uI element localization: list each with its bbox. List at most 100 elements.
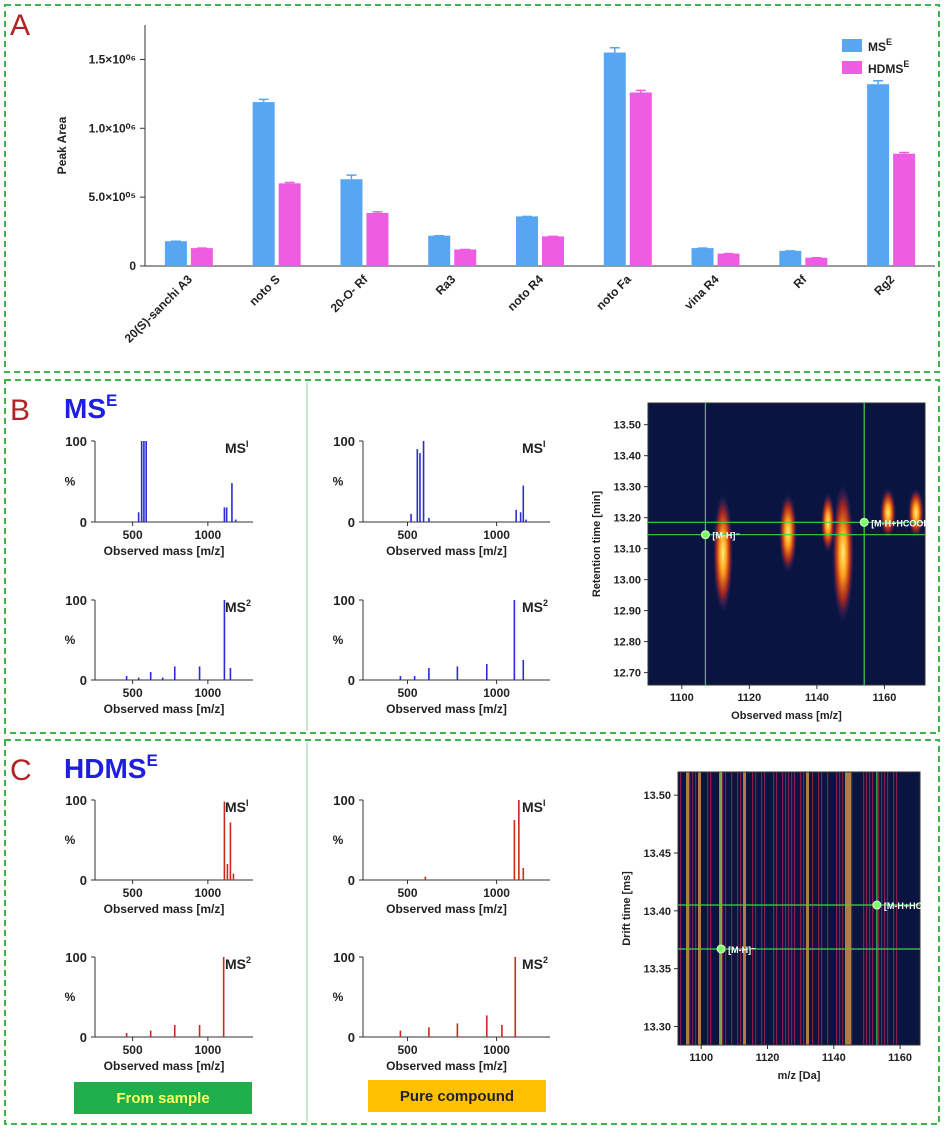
x-tick-label: 1000 [483,1043,510,1057]
bar [428,235,451,266]
panel-label: A [10,9,30,42]
marker-label: [M-H+HCOOH]⁻ [871,518,938,528]
x-tick-label: 500 [398,528,418,542]
legend-sup: E [886,37,892,47]
x-axis-title: Observed mass [m/z] [386,1059,507,1073]
heatmap-stripe [689,772,691,1045]
legend-swatch [842,39,862,52]
plot-frame [677,771,921,1046]
x-axis-title: Observed mass [m/z] [386,544,507,558]
heatmap-blob [779,493,797,573]
spectrum-title: MS2 [522,955,548,972]
x-tick-label: 1100 [689,1052,713,1064]
y-axis-title: % [65,633,76,647]
marker [716,944,726,954]
bar [867,84,890,267]
y-tick-label: 13.50 [643,790,671,802]
panel-heading: HDMSE [64,751,158,784]
y-tick-label: 13.10 [613,544,641,556]
x-tick-label: 500 [123,528,143,542]
x-tick-label: 1000 [483,886,510,900]
y-axis-title: Retention time [min] [591,491,603,598]
x-tick-label: 500 [398,1043,418,1057]
heatmap-stripe [698,772,701,1045]
legend-name: HDMS [868,62,903,76]
spectrum-title: MS2 [522,598,548,615]
y-tick-label: 13.30 [643,1021,671,1033]
heatmap-stripe [794,772,796,1045]
spectrum-title-sup: 2 [246,598,251,608]
heatmap-stripe [848,772,851,1045]
error-bar [346,174,357,180]
x-tick-label: 500 [123,1043,143,1057]
y-tick-label: 12.70 [613,668,641,680]
y-tick-label: 5.0×10⁰⁵ [89,190,136,204]
spectrum-title-sup: I [246,439,249,449]
x-tick-label: 1140 [822,1052,846,1064]
bar [366,212,389,266]
caption-box [368,1080,546,1112]
caption: Pure compound [400,1088,514,1105]
heatmap-blob [821,493,835,553]
spectrum-title-sup: I [543,439,546,449]
y-tick-label: 13.35 [643,964,671,976]
x-tick-label: 20-O- Rf [328,272,372,316]
x-tick-label: 1000 [195,528,222,542]
x-tick-label: 1100 [670,692,694,704]
panel-border [4,739,940,1125]
x-axis-title: m/z [Da] [778,1070,821,1082]
heatmap-stripe [845,772,848,1045]
bar [278,183,301,266]
legend-label: HDMSE [868,59,909,76]
x-tick-label: 1000 [483,686,510,700]
y-tick-label: 13.50 [613,420,641,432]
heatmap-stripe [791,772,793,1045]
heatmap-stripe [851,772,853,1045]
x-tick-label: 500 [123,886,143,900]
y-axis-title: % [333,633,344,647]
y-tick-label: 13.00 [613,575,641,587]
heatmap-stripe [812,772,814,1045]
error-bar [372,211,383,213]
spectrum-title: MS2 [225,955,251,972]
heatmap-stripe [707,772,709,1045]
y-axis-title: % [333,833,344,847]
heatmap-stripe [893,772,895,1045]
heatmap-stripe [866,772,868,1045]
heatmap-stripe [740,772,742,1045]
y-tick-label: 0 [80,1030,87,1045]
y-axis-title: % [333,475,344,489]
heatmap-stripe [896,772,898,1045]
heatmap-stripe [737,772,739,1045]
spectrum-title-sup: 2 [246,955,251,965]
x-tick-label: 500 [123,686,143,700]
x-tick-label: 1160 [873,692,897,704]
heading-text: MS [64,393,106,424]
y-tick-label: 0 [348,1030,355,1045]
y-axis-title: Drift time [ms] [621,871,633,946]
heatmap-stripe [761,772,763,1045]
legend-name: MS [868,40,886,54]
marker [859,517,869,527]
bar [629,92,652,266]
heatmap-stripe [800,772,802,1045]
panel-heading: MSE [64,391,117,424]
x-tick-label: noto R4 [505,272,547,314]
y-tick-label: 100 [333,593,355,608]
y-axis-title: % [65,475,76,489]
x-tick-label: Rg2 [871,272,897,298]
spectrum-title-sup: I [246,798,249,808]
heatmap-stripe [881,772,883,1045]
spectrum-title: MS2 [225,598,251,615]
x-tick-label: noto S [246,272,282,308]
heatmap-stripe [755,772,757,1045]
y-tick-label: 0 [80,515,87,530]
error-bar [609,46,620,53]
bar [691,248,714,266]
x-tick-label: 1000 [483,528,510,542]
heatmap-stripe [692,772,694,1045]
heatmap-stripe [869,772,871,1045]
heatmap-stripe [695,772,697,1045]
x-tick-label: 1160 [888,1052,912,1064]
x-tick-label: vina R4 [682,272,722,312]
